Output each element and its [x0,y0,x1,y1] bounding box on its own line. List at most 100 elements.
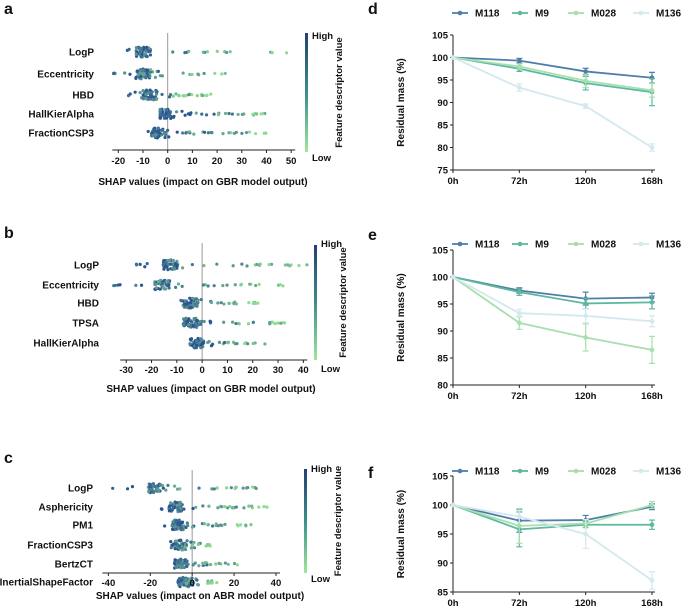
data-point [517,523,522,529]
colorbar [304,469,307,573]
shap-point [199,298,203,302]
shap-point [179,298,183,302]
shap-point [186,323,191,327]
y-axis-title: Residual mass (%) [396,58,407,146]
y-axis-title: Residual mass (%) [396,490,407,578]
shap-panel-b: b LogP Eccentricity HBD TPSA HallKierAlpha -30… [4,225,349,395]
shap-point [178,487,182,491]
feature-label: Eccentricity [42,281,99,292]
shap-point [253,485,257,490]
colorbar-high-label: High [312,31,333,42]
shap-point [205,93,209,97]
shap-point [183,50,187,55]
data-point [450,55,456,60]
shap-point [175,264,179,268]
shap-point [170,524,174,528]
shap-point [195,341,199,345]
x-tick-label: 10 [187,156,198,167]
x-tick-label: 72h [511,598,528,606]
shap-point [205,563,209,567]
legend-marker [638,10,644,16]
shap-point [276,321,280,325]
shap-point [154,282,158,287]
shap-point [176,526,180,531]
shap-point [189,338,193,342]
shap-point [142,46,146,50]
shap-point [233,283,237,287]
x-tick-label: 50 [286,156,297,167]
legend-label: M9 [535,9,549,20]
shap-point [161,113,165,117]
legend-marker [573,468,579,474]
panel-label: d [368,1,378,18]
shap-point [136,73,140,77]
series-line-M136 [452,276,653,323]
shap-point [206,523,210,527]
shap-point [212,487,216,491]
x-tick-label: 120h [575,176,597,187]
x-tick-label: 120h [575,598,597,606]
legend-marker [517,241,523,247]
shap-point [150,90,154,94]
shap-point [147,490,151,494]
shap-point [180,284,184,288]
x-tick-label: 0h [447,598,458,606]
shap-point [212,112,216,116]
shap-point [182,561,186,566]
shap-point [208,544,212,548]
shap-point [178,544,182,548]
shap-point [192,546,197,550]
shap-point [159,507,164,511]
shap-point [166,128,170,132]
series-line-M9 [452,504,652,531]
shap-point [278,283,282,287]
shap-point [161,262,165,267]
shap-point [240,131,244,135]
shap-point [123,71,127,75]
shap-point [227,131,231,135]
y-axis-title: Residual mass (%) [396,273,407,361]
data-point [649,88,655,93]
shap-point [187,130,191,134]
shap-point [156,126,160,130]
shap-point [178,577,182,581]
shap-point [151,484,155,488]
series-line-M9 [452,276,653,305]
feature-label: HBD [77,299,99,310]
line-panel-e: e M118 M9 M028 M136 80 85 90 95 100 105 0h 72h 120h 16… [368,227,681,402]
shap-point [206,131,210,135]
shap-point [178,561,182,565]
data-point [583,78,588,84]
data-point [583,335,588,340]
shap-point [195,93,199,98]
shap-point [297,263,301,268]
x-axis-title: SHAP values (impact on GBR model output) [106,384,315,395]
shap-point [188,305,192,310]
shap-point [244,486,249,490]
shap-point [227,111,231,116]
shap-point [201,561,205,565]
shap-point [221,283,225,288]
legend-marker [638,241,644,247]
shap-point [185,301,190,305]
shap-point [189,583,193,587]
legend-marker [517,10,523,16]
shap-point [141,96,145,100]
x-tick-label: 40 [261,156,272,167]
shap-point [164,108,169,112]
shap-point [230,320,235,324]
shap-point [111,486,115,490]
shap-point [111,71,116,76]
shap-point [222,340,227,345]
shap-point [257,505,261,509]
shap-point [172,484,177,488]
shap-point [213,71,217,75]
shap-point [181,565,185,569]
shap-point [166,268,170,272]
shap-point [151,133,155,138]
shap-point [167,95,172,99]
data-point [517,514,522,519]
shap-point [154,286,159,290]
shap-point [174,285,178,289]
shap-point [253,132,258,136]
